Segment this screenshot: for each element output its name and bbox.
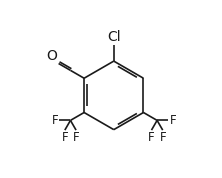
Text: O: O bbox=[46, 49, 57, 63]
Text: F: F bbox=[61, 131, 68, 144]
Text: F: F bbox=[169, 114, 176, 127]
Text: F: F bbox=[148, 131, 155, 144]
Text: F: F bbox=[52, 114, 58, 127]
Text: Cl: Cl bbox=[107, 30, 121, 44]
Text: F: F bbox=[159, 131, 166, 144]
Text: F: F bbox=[73, 131, 79, 144]
